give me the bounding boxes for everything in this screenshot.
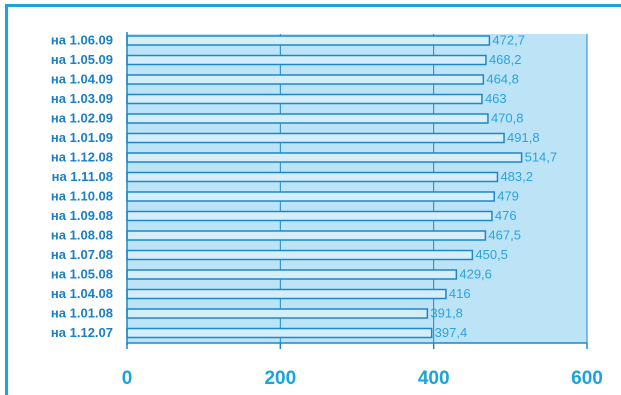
category-label-4: на 1.02.09: [51, 111, 113, 126]
value-label-1: 468,2: [489, 52, 522, 67]
category-label-10: на 1.08.08: [51, 228, 113, 243]
x-tick-label-400: 400: [418, 368, 450, 389]
value-label-15: 397,4: [435, 325, 468, 340]
bar-9: [126, 210, 493, 222]
value-label-3: 463: [485, 91, 507, 106]
value-label-12: 429,6: [459, 267, 492, 282]
bar-3: [126, 93, 483, 105]
value-label-9: 476: [495, 208, 517, 223]
value-label-8: 479: [497, 189, 519, 204]
value-label-7: 483,2: [500, 169, 533, 184]
category-label-13: на 1.04.08: [51, 286, 113, 301]
category-label-14: на 1.01.08: [51, 306, 113, 321]
value-label-10: 467,5: [488, 228, 521, 243]
bar-11: [126, 249, 474, 261]
bar-2: [126, 74, 485, 85]
category-label-15: на 1.12.07: [51, 325, 113, 340]
bar-4: [126, 113, 489, 124]
bar-5: [126, 132, 505, 144]
value-label-0: 472,7: [492, 33, 525, 48]
value-labels: 472,7 468,2 464,8 463 470,8 491,8 514,7 483,2 47…: [430, 33, 557, 341]
category-label-6: на 1.12.08: [51, 150, 113, 165]
category-label-3: на 1.03.09: [51, 91, 113, 106]
value-label-5: 491,8: [507, 130, 540, 145]
category-label-1: на 1.05.09: [51, 52, 113, 67]
frame-top-border: [5, 4, 621, 7]
bar-0: [126, 35, 491, 46]
bars: [126, 35, 523, 339]
value-label-4: 470,8: [491, 111, 524, 126]
bar-14: [126, 308, 429, 319]
category-label-7: на 1.11.08: [52, 169, 113, 184]
category-label-9: на 1.09.08: [51, 208, 113, 223]
bar-10: [126, 230, 487, 241]
x-tick-labels: 0 200 400 600: [122, 368, 603, 389]
x-tick-label-200: 200: [264, 368, 296, 389]
bar-13: [126, 288, 447, 300]
value-label-11: 450,5: [475, 247, 508, 262]
bar-6: [126, 152, 523, 163]
category-label-5: на 1.01.09: [51, 130, 113, 145]
bar-15: [126, 327, 433, 339]
bar-1: [126, 54, 487, 66]
category-label-8: на 1.10.08: [51, 189, 113, 204]
category-label-12: на 1.05.08: [51, 267, 113, 282]
axis: [126, 32, 588, 349]
category-labels: на 1.06.09 на 1.05.09 на 1.04.09 на 1.03.09…: [51, 33, 113, 341]
x-tick-label-0: 0: [122, 368, 133, 389]
frame-left-border: [5, 4, 8, 395]
bar-8: [126, 191, 495, 202]
category-label-2: на 1.04.09: [51, 72, 113, 87]
bar-7: [126, 171, 499, 183]
category-label-0: на 1.06.09: [51, 33, 113, 48]
bar-12: [126, 269, 458, 280]
value-label-2: 464,8: [486, 72, 519, 87]
value-label-6: 514,7: [525, 150, 558, 165]
category-label-11: на 1.07.08: [51, 247, 113, 262]
x-tick-label-600: 600: [571, 368, 603, 389]
value-label-14: 391,8: [430, 306, 463, 321]
value-label-13: 416: [449, 286, 471, 301]
